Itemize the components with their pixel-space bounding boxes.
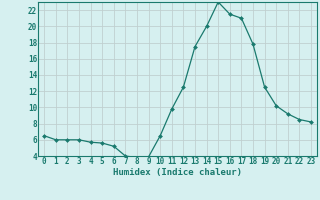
X-axis label: Humidex (Indice chaleur): Humidex (Indice chaleur) bbox=[113, 168, 242, 177]
